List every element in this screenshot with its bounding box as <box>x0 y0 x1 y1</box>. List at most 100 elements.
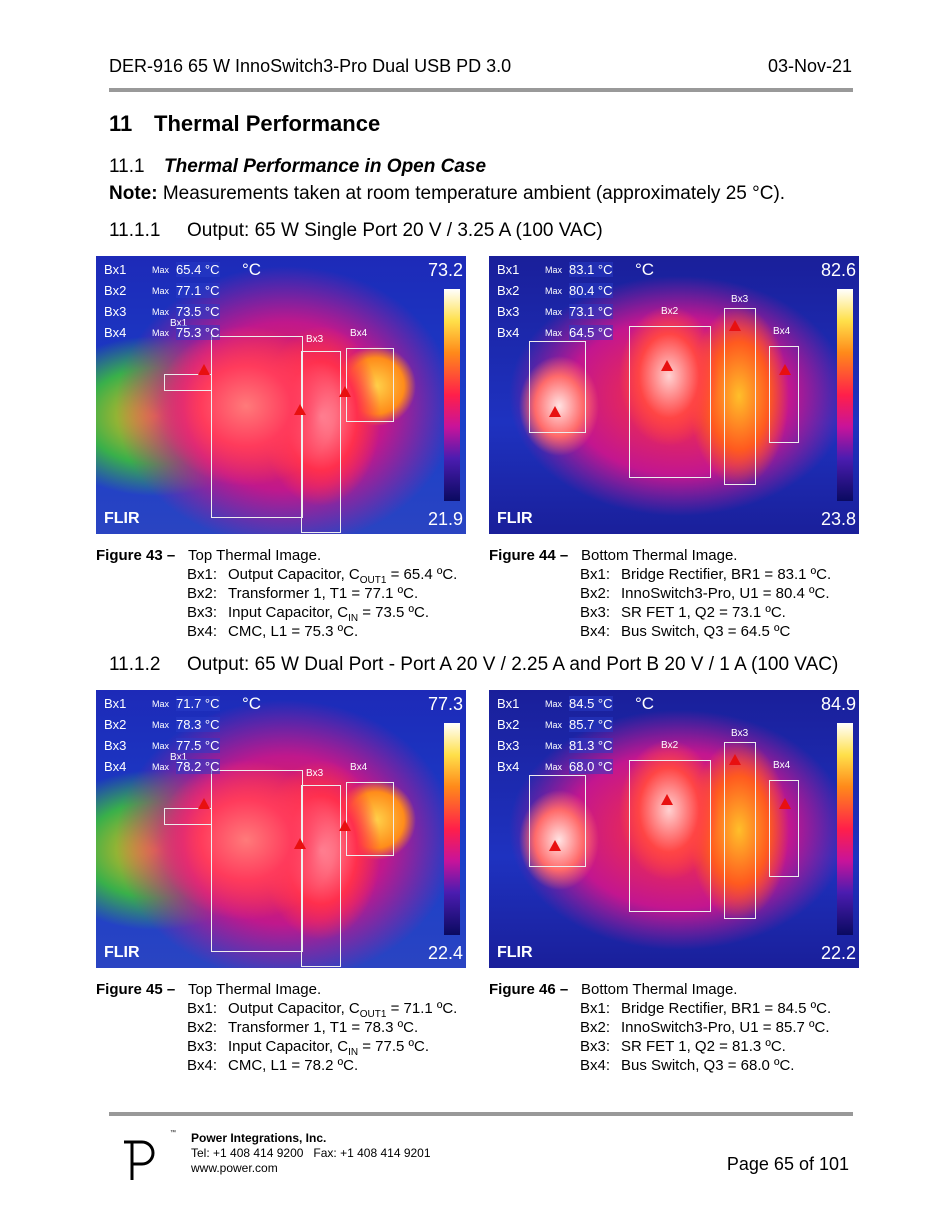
box-reading: 85.7 °C <box>569 717 613 732</box>
hot-spot <box>779 798 791 809</box>
item-box: Bx4: <box>187 1057 218 1074</box>
hot-spot <box>549 406 561 417</box>
scale-max: 73.2 <box>427 260 463 280</box>
group-number: 11.1.2 <box>109 654 161 675</box>
item-text: Bus Switch, Q3 = 64.5 ºC <box>621 622 790 641</box>
box-tag: Bx2 <box>661 306 679 317</box>
item-main: Transformer 1, T1 = 77.1 ºC. <box>228 585 419 602</box>
unit: °C <box>635 694 655 713</box>
hot-spot <box>549 840 561 851</box>
box-max: Max <box>545 286 563 296</box>
item-box: Bx3: <box>187 604 218 621</box>
note: Note: Measurements taken at room tempera… <box>109 183 785 205</box>
header-left: DER-916 65 W InnoSwitch3-Pro Dual USB PD… <box>109 56 512 76</box>
scale-bar <box>837 723 853 935</box>
measure-box <box>164 808 212 825</box>
caption-title: Top Thermal Image. <box>188 547 322 564</box>
thermal-image: Bx2 Bx3 Bx4 Bx1 Max 84.5 °C Bx2 Max 85.7 °C Bx3 Ma… <box>489 690 859 968</box>
box-max: Max <box>545 265 563 275</box>
item-text: Output Capacitor, COUT1 = 71.1 ºC. <box>228 999 457 1024</box>
box-tag: Bx1 <box>170 752 188 763</box>
item-main: Input Capacitor, C <box>228 604 349 621</box>
scale-min: 23.8 <box>820 509 856 529</box>
box-reading: 84.5 °C <box>569 696 613 711</box>
box-max: Max <box>152 265 170 275</box>
box-reading: 73.1 °C <box>569 304 613 319</box>
web: www.power.com <box>191 1161 278 1175</box>
scale-min: 22.4 <box>427 943 463 963</box>
scale-max: 82.6 <box>820 260 856 280</box>
box-reading: 64.5 °C <box>569 325 613 340</box>
item-text: Output Capacitor, COUT1 = 65.4 ºC. <box>228 565 457 590</box>
box-reading: 81.3 °C <box>569 738 613 753</box>
item-text: Bridge Rectifier, BR1 = 84.5 ºC. <box>621 999 831 1018</box>
box-tag: Bx4 <box>350 328 368 339</box>
hot-spot <box>339 386 351 397</box>
item-text: SR FET 1, Q2 = 73.1 ºC. <box>621 603 786 622</box>
trademark: ™ <box>170 1130 176 1136</box>
hot-spot <box>729 754 741 765</box>
item-box: Bx1: <box>187 1000 218 1017</box>
box-reading: 83.1 °C <box>569 262 613 277</box>
measure-box <box>724 308 756 485</box>
header-right: 03-Nov-21 <box>767 56 852 76</box>
box-label: Bx2 <box>497 283 520 298</box>
box-reading: 80.4 °C <box>569 283 613 298</box>
box-max: Max <box>152 286 170 296</box>
item-text: CMC, L1 = 78.2 ºC. <box>228 1056 358 1075</box>
box-label: Bx3 <box>497 738 520 753</box>
measure-box <box>629 326 711 478</box>
item-main: Output Capacitor, C <box>228 1000 360 1017</box>
measure-box <box>629 760 711 912</box>
hot-spot <box>294 838 306 849</box>
item-text: Transformer 1, T1 = 78.3 ºC. <box>228 1018 418 1037</box>
box-label: Bx3 <box>104 738 127 753</box>
unit: °C <box>242 260 262 279</box>
box-label: Bx1 <box>497 262 520 277</box>
item-main: Transformer 1, T1 = 78.3 ºC. <box>228 1019 419 1036</box>
box-tag: Bx2 <box>661 740 679 751</box>
thermal-image: Bx2 Bx3 Bx4 Bx1 Max 83.1 °C Bx2 Max 80.4 °C Bx3 Ma… <box>489 256 859 534</box>
box-max: Max <box>152 307 170 317</box>
box-max: Max <box>152 720 170 730</box>
box-label: Bx1 <box>497 696 520 711</box>
measure-box <box>346 348 394 422</box>
caption-label: Figure 43 – <box>96 547 176 564</box>
item-box: Bx4: <box>187 623 218 640</box>
scale-max: 84.9 <box>820 694 856 714</box>
measure-box <box>301 351 341 533</box>
item-text: Bus Switch, Q3 = 68.0 ºC. <box>621 1056 794 1075</box>
box-reading: 78.2 °C <box>176 759 220 774</box>
box-max: Max <box>545 328 563 338</box>
item-after: = 77.5 ºC. <box>362 1038 430 1055</box>
item-box: Bx3: <box>187 1038 218 1055</box>
item-after: = 71.1 ºC. <box>390 1000 458 1017</box>
brand: FLIR <box>497 944 533 961</box>
item-text: SR FET 1, Q2 = 81.3 ºC. <box>621 1037 786 1056</box>
box-reading: 65.4 °C <box>176 262 220 277</box>
box-max: Max <box>545 307 563 317</box>
scale-bar <box>444 289 460 501</box>
measure-box <box>211 336 303 518</box>
company: Power Integrations, Inc. <box>191 1131 327 1145</box>
box-tag: Bx3 <box>731 294 749 305</box>
box-max: Max <box>152 699 170 709</box>
item-text: CMC, L1 = 75.3 ºC. <box>228 622 358 641</box>
item-box: Bx1: <box>580 566 611 583</box>
hot-spot <box>198 364 210 375</box>
box-tag: Bx4 <box>773 326 791 337</box>
item-box: Bx2: <box>187 1019 218 1036</box>
item-text: InnoSwitch3-Pro, U1 = 85.7 ºC. <box>621 1018 830 1037</box>
group-title: Output: 65 W Single Port 20 V / 3.25 A (… <box>187 220 603 241</box>
item-sub: OUT1 <box>359 575 387 586</box>
item-main: Bridge Rectifier, BR1 = 84.5 ºC. <box>621 1000 832 1017</box>
item-text: InnoSwitch3-Pro, U1 = 80.4 ºC. <box>621 584 830 603</box>
item-main: Input Capacitor, C <box>228 1038 349 1055</box>
item-main: Output Capacitor, C <box>228 566 360 583</box>
note-text: Measurements taken at room temperature a… <box>162 183 786 204</box>
box-max: Max <box>545 699 563 709</box>
box-tag: Bx1 <box>170 318 188 329</box>
item-text: Input Capacitor, CIN = 73.5 ºC. <box>228 603 429 628</box>
hot-spot <box>661 794 673 805</box>
